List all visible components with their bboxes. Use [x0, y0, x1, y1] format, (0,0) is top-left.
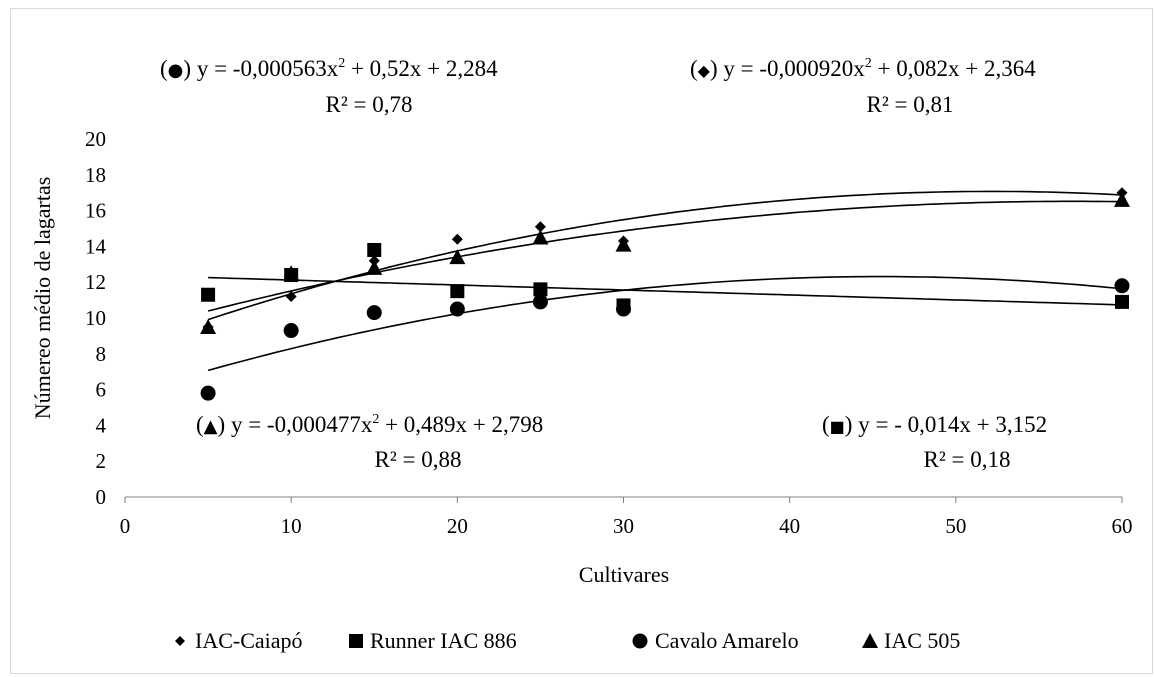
- data-point: [201, 287, 216, 302]
- y-tick-label: 8: [96, 342, 107, 366]
- x-axis-ticks: 0 10 20 30 40 50 60: [120, 497, 1133, 538]
- data-point: [200, 318, 217, 334]
- data-point: [283, 323, 299, 339]
- data-point: [534, 221, 546, 233]
- chart-frame: [10, 8, 1153, 674]
- data-point: [1115, 294, 1129, 309]
- legend-item-cavalo-amarelo: Cavalo Amarelo: [632, 628, 799, 653]
- equation-iac-505: (▲) y = -0,000477x2 + 0,489x + 2,798 R² …: [196, 412, 543, 472]
- y-tick-label: 14: [85, 234, 107, 258]
- diamond-icon: [175, 636, 185, 646]
- x-tick-label: 60: [1112, 514, 1133, 538]
- data-point: [283, 265, 300, 281]
- y-tick-label: 12: [85, 270, 106, 294]
- equation-cavalo-amarelo: (●) y = -0,000563x2 + 0,52x + 2,284 R² =…: [160, 56, 498, 117]
- legend-label: Runner IAC 886: [370, 628, 517, 653]
- equation-text: (◆) y = -0,000920x2 + 0,082x + 2,364: [690, 56, 1036, 81]
- y-tick-label: 4: [96, 413, 107, 437]
- data-point: [366, 259, 383, 275]
- data-point: [532, 294, 548, 310]
- data-point: [366, 305, 382, 321]
- x-tick-label: 20: [447, 514, 468, 538]
- circle-icon: ●: [168, 60, 184, 81]
- r2-text: R² = 0,18: [924, 447, 1011, 472]
- data-point: [532, 229, 549, 245]
- data-point: [533, 282, 548, 297]
- square-icon: [349, 634, 363, 648]
- data-points: [200, 187, 1130, 401]
- x-tick-label: 10: [281, 514, 302, 538]
- legend-label: IAC 505: [884, 628, 960, 653]
- legend-item-iac-505: IAC 505: [862, 628, 960, 653]
- data-point: [616, 301, 631, 317]
- legend-label: Cavalo Amarelo: [655, 628, 799, 653]
- data-point: [367, 242, 382, 257]
- legend-item-runner-iac-886: Runner IAC 886: [349, 628, 517, 653]
- trend-lines: [207, 190, 1123, 372]
- data-point: [615, 236, 632, 252]
- trend-line: [207, 190, 1123, 321]
- legend-label: IAC-Caiapó: [195, 628, 303, 653]
- data-point: [1114, 278, 1130, 294]
- equation-text: (●) y = -0,000563x2 + 0,52x + 2,284: [160, 56, 498, 81]
- data-point: [449, 301, 465, 317]
- data-point: [451, 233, 463, 245]
- equation-text: (■) y = - 0,014x + 3,152: [822, 412, 1047, 437]
- data-point: [285, 291, 297, 303]
- square-icon: ■: [830, 417, 845, 436]
- trend-line: [207, 200, 1123, 312]
- r2-text: R² = 0,78: [326, 92, 413, 117]
- r2-text: R² = 0,81: [867, 92, 954, 117]
- y-axis-ticks: 0 2 4 6 8 10 12 14 16 18 20: [85, 127, 107, 509]
- x-tick-label: 40: [779, 514, 800, 538]
- trend-line: [207, 275, 1123, 372]
- y-tick-label: 2: [96, 449, 107, 473]
- trend-line: [208, 276, 1123, 306]
- y-axis-title: Númereo médio de lagartas: [30, 177, 55, 420]
- data-point: [449, 249, 466, 265]
- data-point: [1114, 191, 1130, 207]
- y-tick-label: 6: [96, 378, 107, 402]
- y-tick-label: 18: [85, 163, 106, 187]
- triangle-icon: [862, 633, 878, 648]
- data-point: [200, 385, 216, 401]
- y-tick-label: 16: [85, 199, 106, 223]
- legend: IAC-Caiapó Runner IAC 886 Cavalo Amarelo…: [175, 628, 960, 653]
- x-tick-label: 50: [945, 514, 966, 538]
- diamond-icon: ◆: [698, 61, 711, 80]
- x-tick-label: 30: [613, 514, 634, 538]
- triangle-icon: ▲: [204, 416, 218, 437]
- x-axis-title: Cultivares: [579, 562, 669, 587]
- data-point: [450, 284, 465, 299]
- equation-iac-caiapo: (◆) y = -0,000920x2 + 0,082x + 2,364 R² …: [690, 56, 1036, 117]
- y-tick-label: 0: [96, 485, 107, 509]
- circle-icon: [632, 633, 648, 649]
- x-tick-label: 0: [120, 514, 131, 538]
- equation-runner-iac-886: (■) y = - 0,014x + 3,152 R² = 0,18: [822, 412, 1047, 472]
- y-tick-label: 10: [85, 306, 106, 330]
- legend-item-iac-caiapo: IAC-Caiapó: [175, 628, 303, 653]
- equation-text: (▲) y = -0,000477x2 + 0,489x + 2,798: [196, 412, 543, 437]
- y-tick-label: 20: [85, 127, 106, 151]
- r2-text: R² = 0,88: [375, 447, 462, 472]
